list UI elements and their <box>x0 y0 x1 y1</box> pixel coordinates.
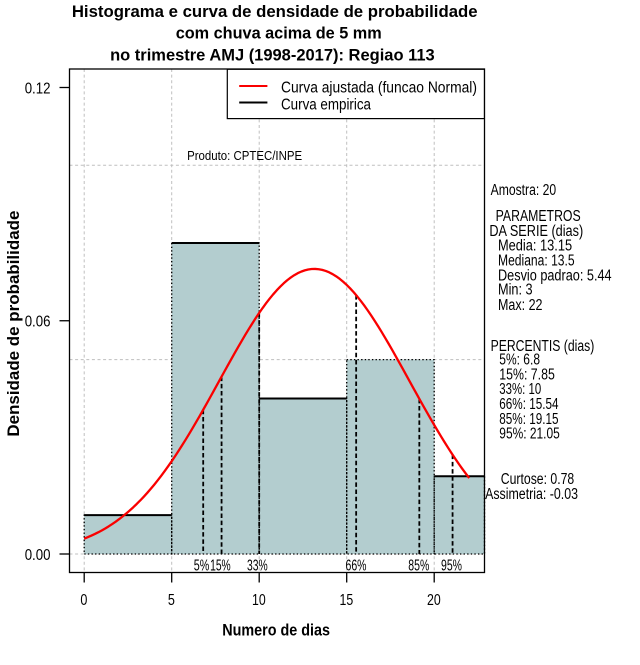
svg-text:95%: 21.05: 95%: 21.05 <box>499 426 560 443</box>
svg-text:33%: 10: 33%: 10 <box>499 381 541 398</box>
svg-text:95%: 95% <box>441 557 462 574</box>
svg-text:Assimetria: -0.03: Assimetria: -0.03 <box>485 486 578 503</box>
svg-text:Curva empirica: Curva empirica <box>281 96 371 113</box>
svg-text:com chuva acima de 5 mm: com chuva acima de 5 mm <box>176 24 382 42</box>
svg-text:Desvio padrao: 5.44: Desvio padrao: 5.44 <box>498 267 612 284</box>
svg-text:85%: 85% <box>408 557 429 574</box>
svg-text:Numero de dias: Numero de dias <box>222 622 330 640</box>
svg-text:no trimestre AMJ (1998-2017):: no trimestre AMJ (1998-2017): Regiao 113 <box>110 46 435 64</box>
svg-text:5: 5 <box>168 592 175 609</box>
svg-text:15: 15 <box>340 592 354 609</box>
svg-text:66%: 66% <box>346 557 367 574</box>
svg-text:0: 0 <box>80 592 87 609</box>
svg-text:66%: 15.54: 66%: 15.54 <box>499 396 559 413</box>
svg-text:15%: 15% <box>210 557 231 574</box>
svg-text:0.06: 0.06 <box>25 314 51 331</box>
svg-text:Densidade de probabilidade: Densidade de probabilidade <box>5 211 23 437</box>
svg-text:PERCENTIS (dias): PERCENTIS (dias) <box>491 338 595 355</box>
svg-text:Max: 22: Max: 22 <box>498 297 543 314</box>
svg-text:33%: 33% <box>247 557 268 574</box>
svg-text:DA SERIE (dias): DA SERIE (dias) <box>489 223 583 240</box>
svg-text:5%: 6.8: 5%: 6.8 <box>499 352 540 369</box>
svg-text:10: 10 <box>252 592 266 609</box>
svg-text:Amostra: 20: Amostra: 20 <box>491 182 556 199</box>
svg-text:85%: 19.15: 85%: 19.15 <box>499 411 558 428</box>
svg-text:Produto: CPTEC/INPE: Produto: CPTEC/INPE <box>187 148 302 163</box>
svg-text:PARAMETROS: PARAMETROS <box>496 208 581 225</box>
svg-text:Curtose: 0.78: Curtose: 0.78 <box>501 471 574 488</box>
svg-text:Histograma e curva de densidad: Histograma e curva de densidade de proba… <box>72 3 478 21</box>
svg-text:Media: 13.15: Media: 13.15 <box>498 238 572 255</box>
svg-text:0.12: 0.12 <box>25 80 51 97</box>
svg-text:0.00: 0.00 <box>25 547 51 564</box>
svg-text:Mediana: 13.5: Mediana: 13.5 <box>498 253 575 270</box>
svg-text:20: 20 <box>427 592 441 609</box>
svg-text:Curva ajustada (funcao Normal): Curva ajustada (funcao Normal) <box>281 80 477 97</box>
svg-text:5%: 5% <box>194 557 210 574</box>
svg-text:Min: 3: Min: 3 <box>498 282 533 299</box>
svg-text:15%: 7.85: 15%: 7.85 <box>499 366 555 383</box>
